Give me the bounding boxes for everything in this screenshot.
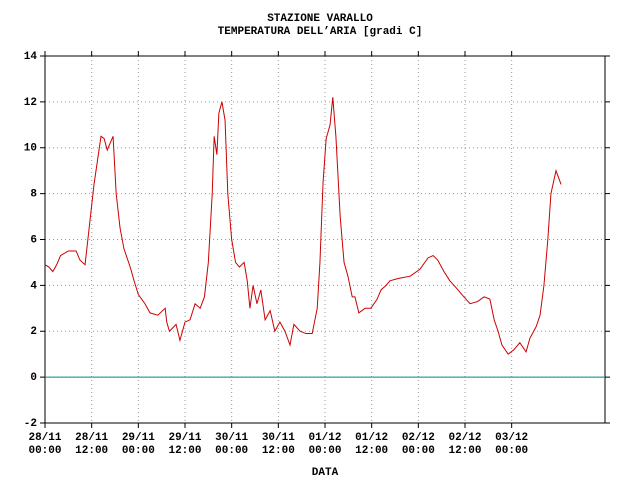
y-tick-label: 8 [30,189,37,201]
y-tick-label: 10 [24,143,37,155]
data-line [44,97,562,355]
chart-title: STAZIONE VARALLO [267,13,373,25]
x-tick-label: 29/11 00:00 [121,432,155,457]
x-axis-label: DATA [312,467,339,479]
y-tick-label: 0 [30,372,37,384]
x-tick-label: 01/12 00:00 [308,432,342,457]
y-tick-label: -2 [24,418,37,430]
y-tick-label: 14 [24,51,38,63]
x-tick-label: 02/12 00:00 [401,432,435,457]
x-tick-label: 28/11 12:00 [75,432,109,457]
plot-frame [44,55,606,424]
y-tick-label: 2 [30,326,37,338]
y-tick-label: 12 [24,97,37,109]
chart-subtitle: TEMPERATURA DELL’ARIA [gradi C] [218,26,423,38]
x-tick-label: 29/11 12:00 [168,432,202,457]
x-tick-label: 01/12 12:00 [355,432,389,457]
x-tick-label: 28/11 00:00 [28,432,62,457]
x-tick-label: 30/11 12:00 [261,432,295,457]
y-tick-label: 6 [30,234,37,246]
x-tick-label: 03/12 00:00 [495,432,529,457]
x-tick-label: 30/11 00:00 [215,432,249,457]
y-tick-label: 4 [30,280,37,292]
x-tick-label: 02/12 12:00 [448,432,482,457]
